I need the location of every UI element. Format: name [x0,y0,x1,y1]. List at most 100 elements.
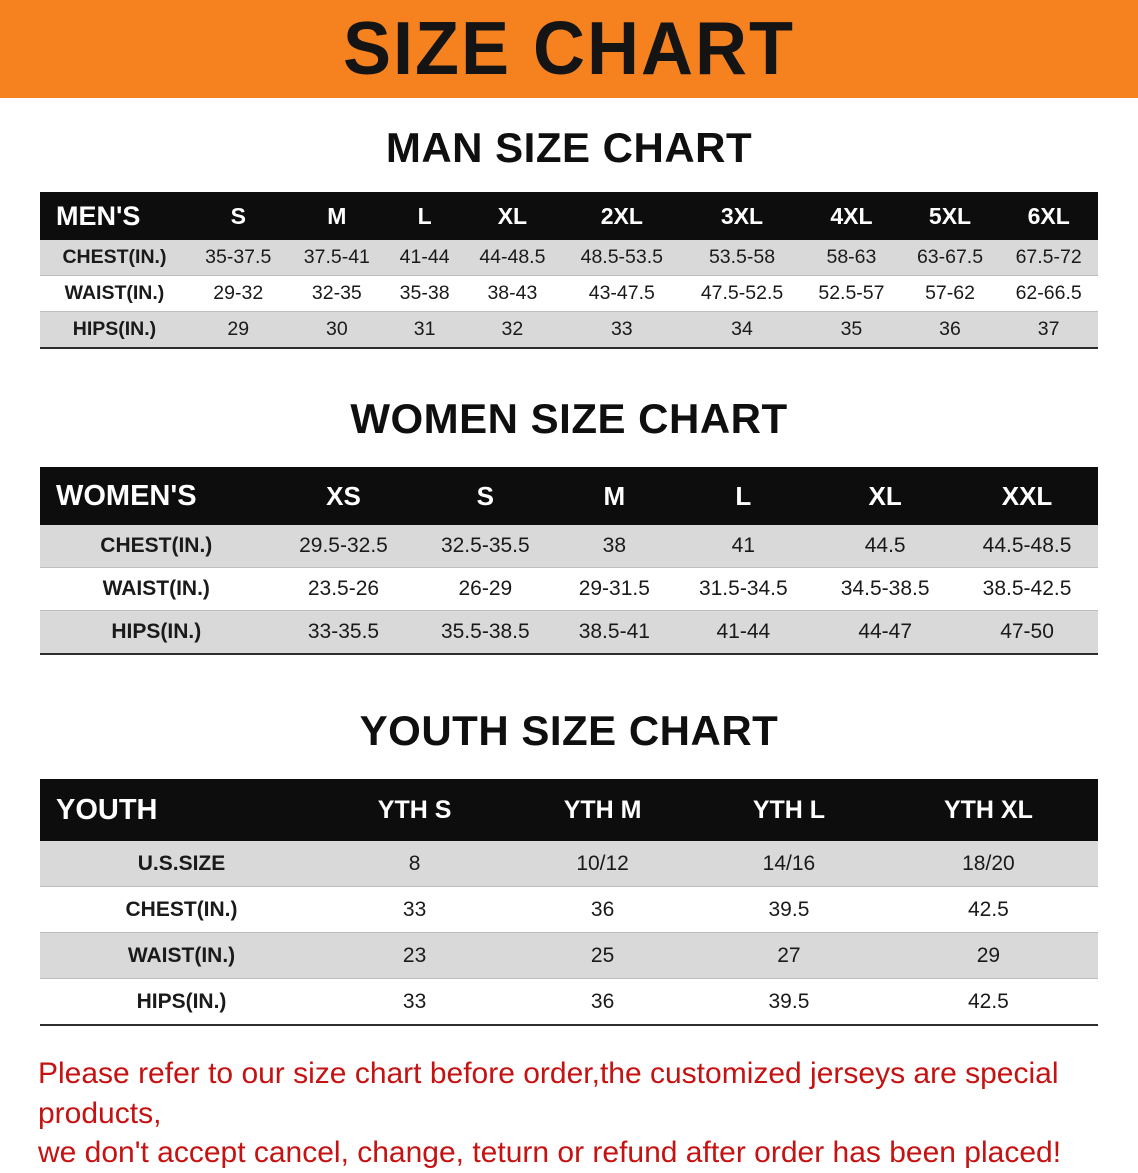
measurement-value: 67.5-72 [1015,246,1082,268]
measurement-value: 33 [402,897,427,921]
measurement-value: 36 [590,897,615,921]
measurement-value: 29-32 [213,282,264,304]
measurement-value: 30 [325,318,348,340]
measurement-row-label: HIPS(IN.) [72,318,157,340]
measurement-value: 53.5-58 [708,246,776,268]
size-column-header: S [188,192,288,240]
size-column-header: XL [463,192,562,240]
measurement-row-label: CHEST(IN.) [62,246,167,268]
measurement-row: HIPS(IN.) 29 30 31 32 33 34 35 36 37 [40,311,1098,348]
measurement-value: 18/20 [962,851,1015,875]
measurement-value: 41 [731,534,755,557]
measurement-row-label: CHEST(IN.) [125,897,238,921]
measurement-value: 23 [402,943,427,967]
measurement-value: 41-44 [716,620,771,643]
measurement-value: 32 [501,318,524,340]
measurement-value: 36 [590,989,615,1013]
measurement-value: 33-35.5 [307,620,380,643]
measurement-value: 35-37.5 [205,246,272,268]
size-column-header: 5XL [900,192,1000,240]
youth-table-title: YOUTH [40,779,324,841]
measurement-value: 38 [602,534,626,557]
measurement-row-label: WAIST(IN.) [64,282,165,304]
disclaimer-line-1: Please refer to our size chart before or… [38,1057,1059,1130]
size-column-header: S [414,467,557,525]
banner: SIZE CHART [0,0,1138,98]
women-size-table: WOMEN'S XS S M L XL XXL CHEST(IN.) 29.5-32.5 32.5… [40,467,1098,655]
size-column-header: L [672,467,815,525]
measurement-row: CHEST(IN.) 29.5-32.5 32.5-35.5 38 41 44.5 44.5… [40,525,1098,568]
measurement-row: CHEST(IN.) 35-37.5 37.5-41 41-44 44-48.5 48.5… [40,240,1098,276]
measurement-row: WAIST(IN.) 23.5-26 26-29 29-31.5 31.5-34.5 34… [40,567,1098,611]
size-column-header: XS [272,467,415,525]
women-table-title: WOMEN'S [40,467,273,525]
measurement-value: 29-31.5 [578,577,650,600]
size-column-header: YTH M [506,779,700,841]
measurement-value: 42.5 [967,897,1009,921]
measurement-row: HIPS(IN.) 33-35.5 35.5-38.5 38.5-41 41-44 44-… [40,610,1098,654]
measurement-value: 32-35 [311,282,362,304]
measurement-value: 29.5-32.5 [299,534,388,557]
measurement-value: 33 [610,318,633,340]
measurement-value: 52.5-57 [818,282,885,304]
measurement-value: 31 [413,318,436,340]
measurement-value: 41-44 [399,246,450,268]
measurement-row: CHEST(IN.) 33 36 39.5 42.5 [40,886,1098,933]
measurement-value: 38.5-41 [578,620,650,643]
measurement-value: 57-62 [925,282,975,304]
measurement-row-label: CHEST(IN.) [100,534,213,557]
measurement-row-label: WAIST(IN.) [127,943,236,967]
women-size-chart-section: WOMEN SIZE CHART WOMEN'S XS S M L XL XXL CHEST(I… [0,395,1138,655]
measurement-value: 38.5-42.5 [982,577,1072,600]
size-column-header: 4XL [802,192,901,240]
measurement-row-label: WAIST(IN.) [102,577,210,600]
measurement-value: 39.5 [768,897,810,921]
measurement-value: 33 [402,989,427,1013]
measurement-value: 35-38 [399,282,450,304]
measurement-value: 47-50 [1000,620,1054,643]
size-column-header: 6XL [999,192,1098,240]
measurement-value: 58-63 [826,246,877,268]
measurement-value: 43-47.5 [588,282,655,304]
men-table-header-row: MEN'S S M L XL 2XL 3XL 4XL 5XL 6XL [40,192,1098,240]
measurement-value: 34 [731,318,753,340]
measurement-row-label: HIPS(IN.) [136,989,227,1013]
measurement-row: WAIST(IN.) 29-32 32-35 35-38 38-43 43-47.5 47.… [40,275,1098,312]
measurement-value: 39.5 [768,989,810,1013]
measurement-value: 25 [590,943,615,967]
youth-size-table: YOUTH YTH S YTH M YTH L YTH XL U.S.SIZE 8 10/12… [40,779,1098,1026]
measurement-value: 62-66.5 [1015,282,1082,304]
measurement-value: 38-43 [487,282,538,304]
size-chart-sections: MAN SIZE CHART MEN'S S M L XL 2XL 3XL 4XL 5XL 6XL C… [0,124,1138,1026]
size-column-header: YTH S [323,779,507,841]
size-column-header: L [386,192,464,240]
size-column-header: M [287,192,387,240]
measurement-value: 42.5 [967,989,1009,1013]
disclaimer: Please refer to our size chart before or… [38,1054,1100,1173]
measurement-value: 26-29 [458,577,513,600]
measurement-row-label: U.S.SIZE [137,851,226,875]
measurement-value: 27 [777,943,801,967]
measurement-value: 48.5-53.5 [580,246,663,268]
men-section-heading: MAN SIZE CHART [385,124,753,171]
measurement-value: 35 [840,318,863,340]
women-table-header-row: WOMEN'S XS S M L XL XXL [40,467,1098,525]
measurement-value: 10/12 [576,851,629,875]
measurement-value: 44-47 [858,620,913,643]
measurement-value: 32.5-35.5 [440,534,530,557]
size-column-header: YTH L [699,779,879,841]
measurement-value: 44.5 [864,534,906,557]
size-column-header: YTH XL [878,779,1098,841]
measurement-row: HIPS(IN.) 33 36 39.5 42.5 [40,978,1098,1025]
disclaimer-line-2: we don't accept cancel, change, teturn o… [38,1136,1062,1170]
measurement-value: 34.5-38.5 [840,577,930,600]
size-column-header: XXL [956,467,1098,525]
measurement-value: 29 [976,943,1001,967]
measurement-value: 36 [939,318,961,340]
youth-size-chart-section: YOUTH SIZE CHART YOUTH YTH S YTH M YTH L YTH … [0,707,1138,1026]
page-title: SIZE CHART [343,7,795,92]
measurement-value: 44-48.5 [479,246,546,268]
measurement-row: WAIST(IN.) 23 25 27 29 [40,932,1098,979]
size-column-header: XL [814,467,957,525]
